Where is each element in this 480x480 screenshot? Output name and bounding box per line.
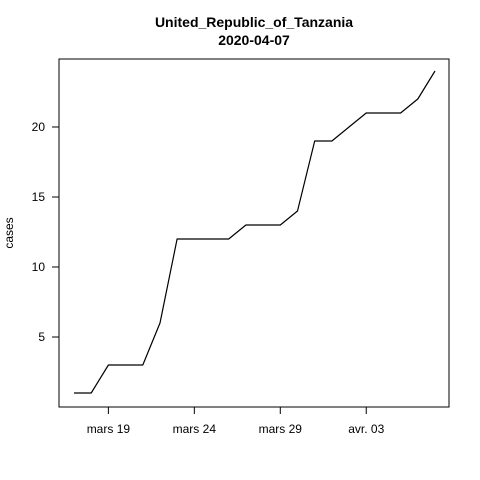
y-tick-label: 15 [32,190,46,204]
chart-subtitle: 2020-04-07 [218,32,290,48]
chart-title: United_Republic_of_Tanzania [155,14,353,30]
y-axis-label: cases [2,217,16,248]
series-line [74,70,436,394]
plot-frame [58,58,450,408]
y-tick-label: 10 [32,260,46,274]
y-axis: 5 10 15 20 [32,120,59,344]
y-tick-label: 20 [32,120,46,134]
y-tick-label: 5 [38,330,45,344]
series-layer [74,70,436,394]
x-tick-label: mars 24 [173,422,217,436]
x-tick-label: mars 29 [259,422,303,436]
x-tick-label: mars 19 [87,422,131,436]
x-tick-label: avr. 03 [348,422,384,436]
x-axis: mars 19 mars 24 mars 29 avr. 03 [87,407,385,436]
